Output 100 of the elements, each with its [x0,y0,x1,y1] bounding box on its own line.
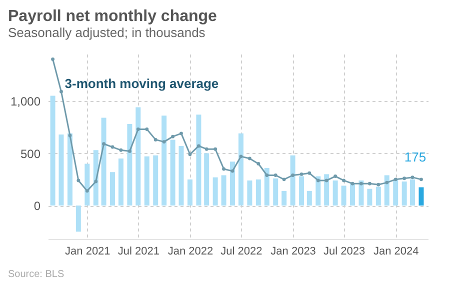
bar [384,175,390,206]
point [222,167,226,171]
bar [332,180,338,206]
point [402,176,406,180]
bar [376,186,381,206]
point [248,156,252,160]
point [308,171,312,175]
bar [204,153,210,206]
point [68,134,72,138]
point [342,178,346,182]
point [324,178,328,182]
y-tick-label: 1,000 [10,94,41,109]
bar [187,179,192,206]
chart-title: Payroll net monthly change [8,8,218,25]
bar [299,176,304,206]
bar [67,133,72,206]
bar [324,174,330,206]
x-tick-label: Jan 2021 [65,246,110,258]
point [300,172,304,176]
point [282,178,286,182]
bar [127,124,132,206]
point [316,178,320,182]
bar [264,168,270,206]
bar [170,140,176,206]
bar [341,186,346,206]
bar [118,158,124,206]
bar [50,96,56,206]
point [256,162,260,166]
y-tick-label: 0 [34,199,41,214]
point [214,147,218,151]
point [171,134,175,138]
bar [393,179,398,206]
bar [316,176,321,206]
x-tick-label: Jan 2023 [270,246,316,258]
point [334,174,338,178]
point [162,140,166,144]
bar [230,162,236,206]
bar [367,188,372,206]
point [410,176,414,180]
point [385,180,389,184]
point [119,148,123,152]
bar [162,116,167,206]
x-tick-label: Jan 2022 [168,246,214,258]
y-tick-label: 500 [20,146,41,161]
point [350,182,354,186]
bar [238,133,244,206]
point [94,180,98,184]
point [420,178,423,182]
point [110,145,114,149]
bar [221,175,226,206]
bar [402,182,407,206]
bar [290,155,296,206]
bar [196,114,202,206]
point [102,142,106,146]
point [274,174,278,177]
point [128,149,132,153]
point [180,132,183,136]
bar [306,190,312,206]
x-tick-label: Jul 2023 [323,246,366,258]
point [204,147,208,151]
bar [110,172,116,206]
bar [153,155,158,206]
point [265,174,269,177]
bar [84,164,90,206]
point [51,57,55,61]
bar [410,179,416,206]
point [136,128,140,131]
bar [247,180,252,206]
point [60,90,63,94]
bar [178,146,184,206]
point [188,152,192,156]
bar [282,190,287,206]
series-label: 3-month moving average [64,76,219,92]
bar [418,187,424,206]
x-tick-label: Jul 2021 [118,246,160,258]
point [291,174,295,177]
bar [76,206,81,232]
point [196,144,200,148]
data-label: 175 [404,149,426,164]
bar [144,156,150,206]
bar [58,134,64,206]
chart-subtitle: Seasonally adjusted; in thousands [8,25,206,40]
bar [350,184,356,206]
point [239,154,243,158]
bar [358,180,364,206]
point [154,138,158,142]
x-tick-label: Jan 2024 [373,246,419,258]
bar [212,177,218,206]
point [394,178,398,182]
point [145,128,149,131]
bar [101,118,106,206]
point [376,182,380,186]
point [76,178,80,182]
bar [256,179,261,206]
point [230,169,234,173]
point [368,182,372,186]
source-note: Source: BLS [8,269,64,280]
point [360,182,363,186]
bar [136,107,141,206]
x-tick-label: Jul 2022 [220,246,262,258]
